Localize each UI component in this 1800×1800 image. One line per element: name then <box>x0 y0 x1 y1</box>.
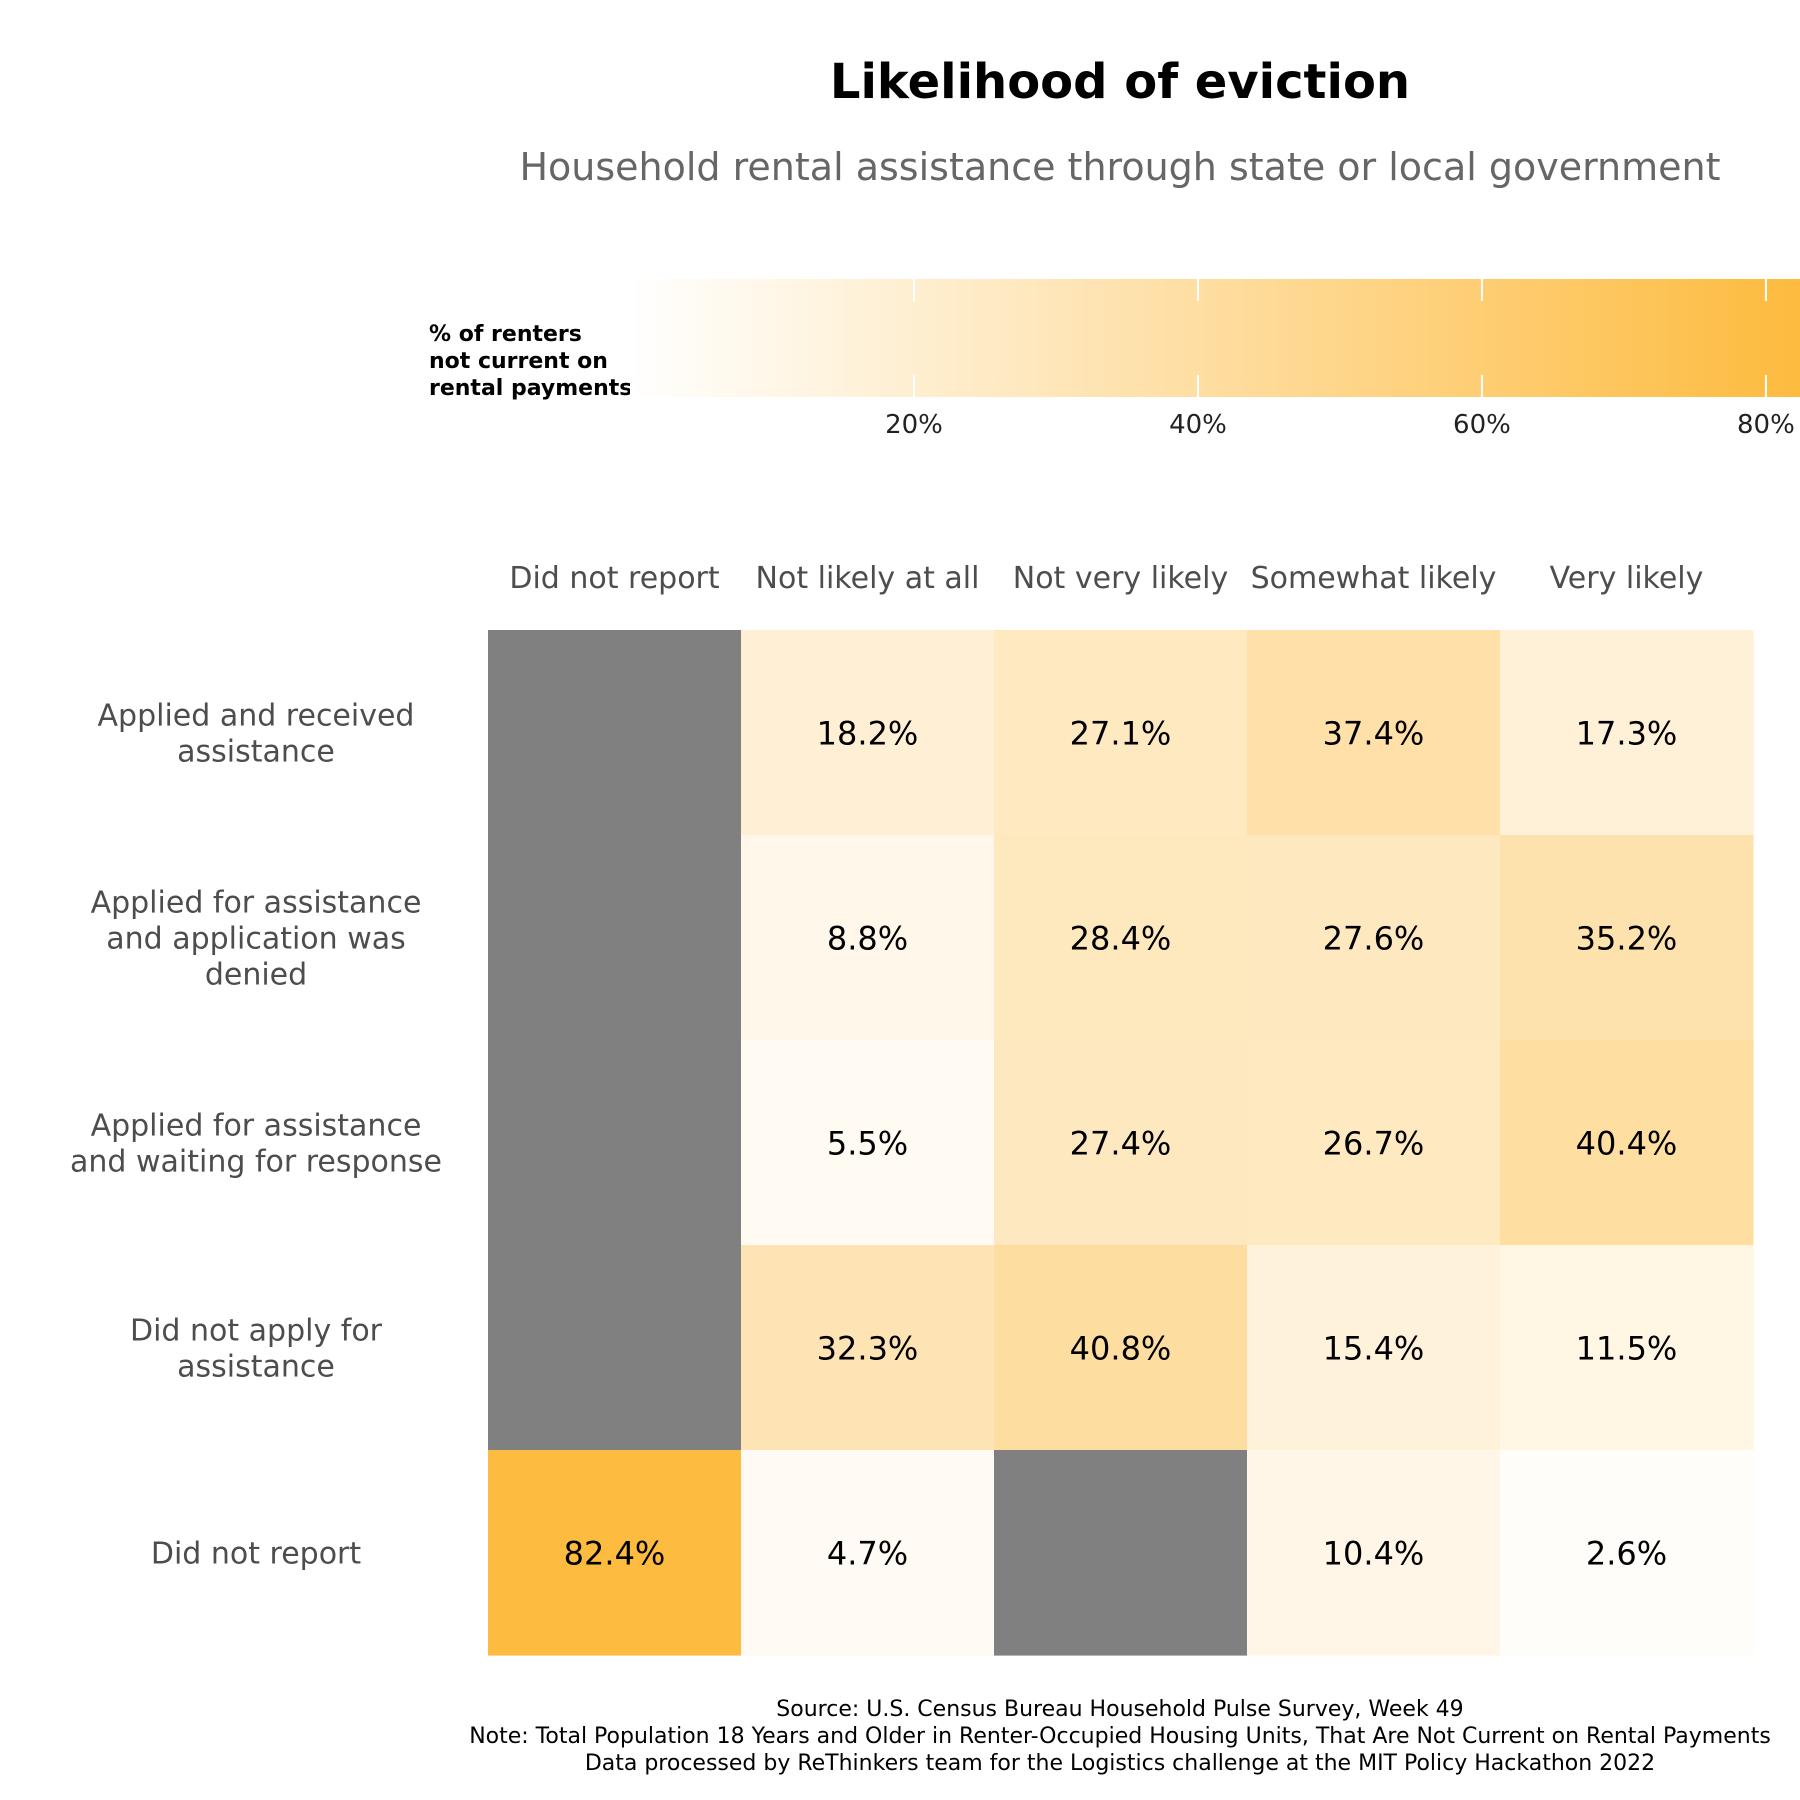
heatmap-cell <box>994 630 1248 836</box>
heatmap-cell <box>994 1245 1248 1451</box>
heatmap-cell <box>488 1450 742 1656</box>
cell-value-label: 8.8% <box>827 920 908 958</box>
cell-value-label: 28.4% <box>1070 920 1172 958</box>
legend-tick-label: 20% <box>885 410 943 440</box>
chart-title: Likelihood of eviction <box>830 54 1410 110</box>
heatmap-cell <box>1500 835 1754 1041</box>
cell-value-label: 18.2% <box>817 715 919 753</box>
heatmap-cell <box>741 1245 995 1451</box>
cell-value-label: 27.6% <box>1323 920 1425 958</box>
legend-title-line-3: rental payments <box>429 376 632 401</box>
cell-value-label: 11.5% <box>1576 1330 1678 1368</box>
row-label: Applied for assistance <box>91 886 422 921</box>
heatmap-cell <box>741 630 995 836</box>
cell-value-label: 37.4% <box>1323 715 1425 753</box>
legend-tick-label: 80% <box>1737 410 1795 440</box>
cell-value-label: 27.4% <box>1070 1125 1172 1163</box>
heatmap-cell <box>1500 1245 1754 1451</box>
heatmap-cell <box>1247 1245 1501 1451</box>
legend-tick-label: 40% <box>1169 410 1227 440</box>
column-label: Not likely at all <box>756 561 980 596</box>
column-label: Somewhat likely <box>1251 561 1497 596</box>
cell-value-label: 5.5% <box>827 1125 908 1163</box>
cell-value-label: 40.8% <box>1070 1330 1172 1368</box>
heatmap-cell <box>994 1040 1248 1246</box>
row-label: denied <box>205 958 307 993</box>
heatmap-cell <box>1247 1450 1501 1656</box>
cell-value-label: 4.7% <box>827 1535 908 1573</box>
heatmap-cells: 18.2% 27.1% 37.4% 17.3% 8.8% 28.4% 27.6% 35.2% 5… <box>488 630 1754 1656</box>
cell-value-label: 2.6% <box>1586 1535 1667 1573</box>
caption-source: Source: U.S. Census Bureau Household Pul… <box>776 1697 1463 1722</box>
heatmap-cell <box>994 1450 1248 1656</box>
cell-value-label: 82.4% <box>564 1535 666 1573</box>
cell-value-label: 17.3% <box>1576 715 1678 753</box>
heatmap-cell <box>741 1040 995 1246</box>
cell-value-label: 32.3% <box>817 1330 919 1368</box>
row-label: Did not apply for <box>130 1314 383 1349</box>
heatmap-cell <box>1500 1450 1754 1656</box>
heatmap-cell <box>1247 630 1501 836</box>
heatmap-cell <box>488 835 742 1041</box>
row-label: and application was <box>106 922 406 957</box>
cell-value-label: 10.4% <box>1323 1535 1425 1573</box>
cell-value-label: 40.4% <box>1576 1125 1678 1163</box>
legend-color-bar <box>630 279 1800 397</box>
heatmap-cell <box>994 835 1248 1041</box>
caption-note: Note: Total Population 18 Years and Olde… <box>469 1724 1771 1749</box>
row-label: assistance <box>177 735 335 770</box>
heatmap-cell <box>488 630 742 836</box>
column-label: Not very likely <box>1013 561 1228 596</box>
color-legend: % of renters not current on rental payme… <box>429 279 1800 440</box>
column-label: Did not report <box>509 561 720 596</box>
heatmap-cell <box>741 1450 995 1656</box>
legend-title-line-1: % of renters <box>429 322 582 347</box>
row-label: Applied and received <box>98 699 415 734</box>
row-label: Did not report <box>151 1537 362 1572</box>
heatmap-cell <box>488 1040 742 1246</box>
legend-tick-label: 60% <box>1453 410 1511 440</box>
cell-value-label: 26.7% <box>1323 1125 1425 1163</box>
row-label: and waiting for response <box>70 1145 442 1180</box>
cell-value-label: 35.2% <box>1576 920 1678 958</box>
heatmap-cell <box>1500 630 1754 836</box>
row-label: assistance <box>177 1350 335 1385</box>
column-labels: Did not report Not likely at all Not very … <box>509 561 1703 596</box>
cell-value-label: 27.1% <box>1070 715 1172 753</box>
heatmap-cell <box>1247 835 1501 1041</box>
heatmap-cell <box>1247 1040 1501 1246</box>
heatmap-cell <box>1500 1040 1754 1246</box>
row-label: Applied for assistance <box>91 1109 422 1144</box>
caption-credit: Data processed by ReThinkers team for th… <box>585 1751 1655 1776</box>
chart-subtitle: Household rental assistance through stat… <box>519 145 1720 189</box>
cell-value-label: 15.4% <box>1323 1330 1425 1368</box>
column-label: Very likely <box>1550 561 1704 596</box>
legend-title-line-2: not current on <box>429 349 608 374</box>
heatmap-cell <box>488 1245 742 1451</box>
heatmap-cell <box>741 835 995 1041</box>
caption: Source: U.S. Census Bureau Household Pul… <box>469 1697 1771 1776</box>
